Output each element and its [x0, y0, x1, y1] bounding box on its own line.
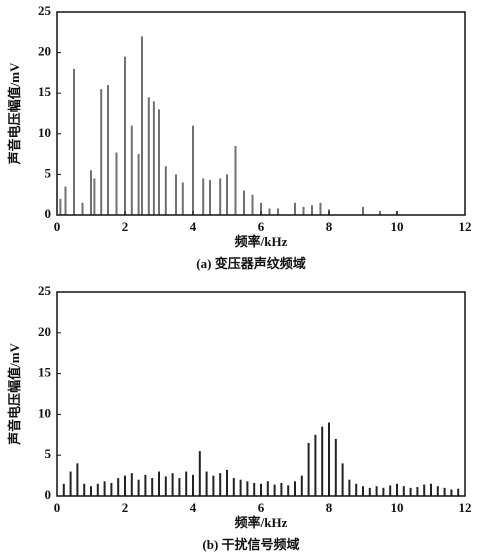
x-tick-label: 0 [54, 219, 61, 234]
caption: (a) 变压器声纹频域 [196, 256, 305, 271]
y-tick-label: 0 [45, 487, 52, 502]
y-tick-label: 15 [38, 84, 52, 99]
y-axis-label: 声音电压幅值/mV [7, 342, 22, 445]
y-tick-label: 5 [45, 165, 52, 180]
x-axis-label: 频率/kHz [235, 515, 288, 530]
y-tick-label: 10 [38, 125, 51, 140]
x-tick-label: 12 [459, 219, 472, 234]
x-tick-label: 4 [190, 500, 197, 515]
x-tick-label: 6 [258, 500, 265, 515]
x-tick-label: 2 [122, 500, 129, 515]
y-tick-label: 10 [38, 405, 51, 420]
y-axis-label: 声音电压幅值/mV [7, 62, 22, 165]
y-tick-label: 15 [38, 365, 52, 380]
caption: (b) 干扰信号频域 [202, 537, 299, 552]
x-tick-label: 6 [258, 219, 265, 234]
y-tick-label: 25 [38, 3, 52, 18]
x-tick-label: 8 [326, 219, 333, 234]
x-tick-label: 8 [326, 500, 333, 515]
x-tick-label: 12 [459, 500, 472, 515]
x-tick-label: 4 [190, 219, 197, 234]
x-axis-label: 频率/kHz [235, 234, 288, 249]
y-tick-label: 5 [45, 446, 52, 461]
y-tick-label: 0 [45, 206, 52, 221]
y-tick-label: 20 [38, 324, 51, 339]
x-tick-label: 0 [54, 500, 61, 515]
y-tick-label: 20 [38, 44, 51, 59]
plot-frame [56, 291, 466, 497]
y-tick-label: 25 [38, 283, 52, 298]
plot-frame [56, 11, 466, 216]
x-tick-label: 2 [122, 219, 129, 234]
x-tick-label: 10 [391, 219, 404, 234]
x-tick-label: 10 [391, 500, 404, 515]
